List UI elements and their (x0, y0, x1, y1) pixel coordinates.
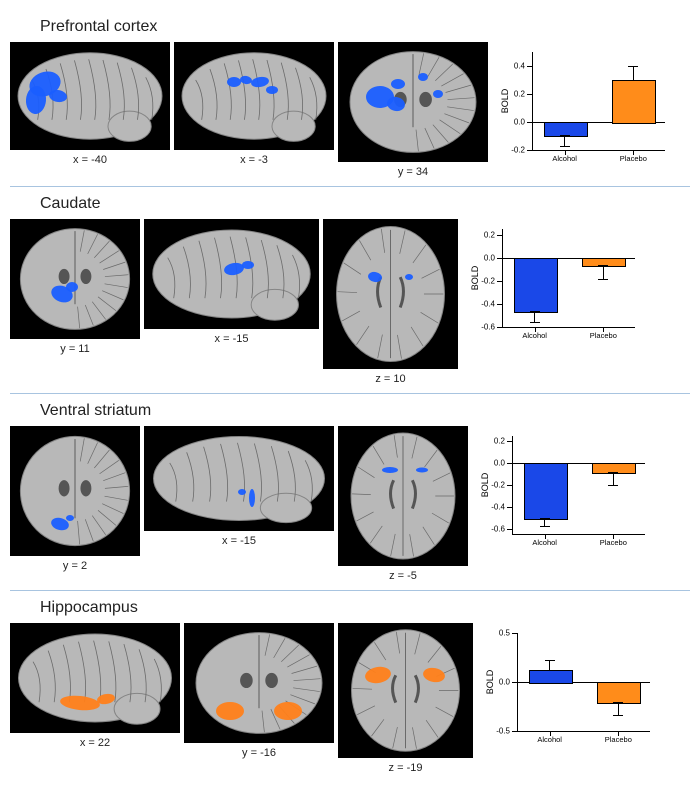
brain-slice-image (338, 623, 473, 758)
slice-coord-label: z = 10 (375, 373, 405, 385)
bold-bar-chart: -0.50.00.5AlcoholPlacebo BOLD (477, 623, 657, 743)
brain-slice: x = 22 (10, 623, 180, 749)
panel-title: Caudate (40, 195, 690, 213)
panel-ventral-striatum: Ventral striatum y = 2 x = -15 z = -5 -0.6-… (10, 394, 690, 591)
slice-coord-label: y = -16 (242, 747, 276, 759)
bold-bar-chart: -0.6-0.4-0.20.00.2AlcoholPlacebo BOLD (472, 426, 652, 546)
panel-caudate: Caudate y = 11 x = -15 z = 10 -0.6-0.4-0.20… (10, 187, 690, 394)
brain-slice: x = -15 (144, 219, 319, 345)
brain-slice-image (10, 623, 180, 733)
brain-slice-image (144, 426, 334, 531)
brain-slice: z = -5 (338, 426, 468, 582)
bold-bar-chart: -0.20.00.20.4AlcoholPlacebo BOLD (492, 42, 672, 162)
panel-title: Ventral striatum (40, 402, 690, 420)
brain-slice: y = 2 (10, 426, 140, 572)
slice-coord-label: x = 22 (80, 737, 110, 749)
brain-slice: x = -3 (174, 42, 334, 166)
brain-slice-image (10, 426, 140, 556)
bold-bar-chart: -0.6-0.4-0.20.00.2AlcoholPlacebo BOLD (462, 219, 642, 339)
slice-coord-label: y = 34 (398, 166, 428, 178)
brain-slice-image (338, 42, 488, 162)
brain-slice-image (10, 219, 140, 339)
slice-coord-label: z = -5 (389, 570, 417, 582)
panel-row: x = -40 x = -3 y = 34 -0.20.00.20.4Alcohol… (10, 42, 690, 178)
panel-prefrontal-cortex: Prefrontal cortex x = -40 x = -3 y = 34 -0.… (10, 10, 690, 187)
brain-slice-image (323, 219, 458, 369)
panel-row: y = 11 x = -15 z = 10 -0.6-0.4-0.20.00.2Al… (10, 219, 690, 385)
chart-container: -0.50.00.5AlcoholPlacebo BOLD (477, 623, 657, 743)
slice-coord-label: y = 2 (63, 560, 87, 572)
brain-slice-image (144, 219, 319, 329)
chart-container: -0.6-0.4-0.20.00.2AlcoholPlacebo BOLD (462, 219, 642, 339)
brain-slice: x = -15 (144, 426, 334, 547)
slice-coord-label: x = -15 (222, 535, 256, 547)
panel-hippocampus: Hippocampus x = 22 y = -16 z = -19 -0.50.00… (10, 591, 690, 782)
brain-slice-image (174, 42, 334, 150)
brain-slice: y = -16 (184, 623, 334, 759)
brain-slice-image (184, 623, 334, 743)
brain-slice: z = -19 (338, 623, 473, 774)
panel-row: y = 2 x = -15 z = -5 -0.6-0.4-0.20.00.2Alc… (10, 426, 690, 582)
slice-coord-label: x = -15 (215, 333, 249, 345)
brain-slice: y = 34 (338, 42, 488, 178)
slice-coord-label: x = -40 (73, 154, 107, 166)
chart-container: -0.6-0.4-0.20.00.2AlcoholPlacebo BOLD (472, 426, 652, 546)
panel-title: Prefrontal cortex (40, 18, 690, 36)
panel-title: Hippocampus (40, 599, 690, 617)
slice-coord-label: x = -3 (240, 154, 268, 166)
panel-row: x = 22 y = -16 z = -19 -0.50.00.5AlcoholPl… (10, 623, 690, 774)
slice-coord-label: z = -19 (389, 762, 423, 774)
brain-slice: x = -40 (10, 42, 170, 166)
chart-container: -0.20.00.20.4AlcoholPlacebo BOLD (492, 42, 672, 162)
brain-slice-image (338, 426, 468, 566)
brain-slice-image (10, 42, 170, 150)
brain-slice: z = 10 (323, 219, 458, 385)
brain-slice: y = 11 (10, 219, 140, 355)
slice-coord-label: y = 11 (60, 343, 89, 355)
